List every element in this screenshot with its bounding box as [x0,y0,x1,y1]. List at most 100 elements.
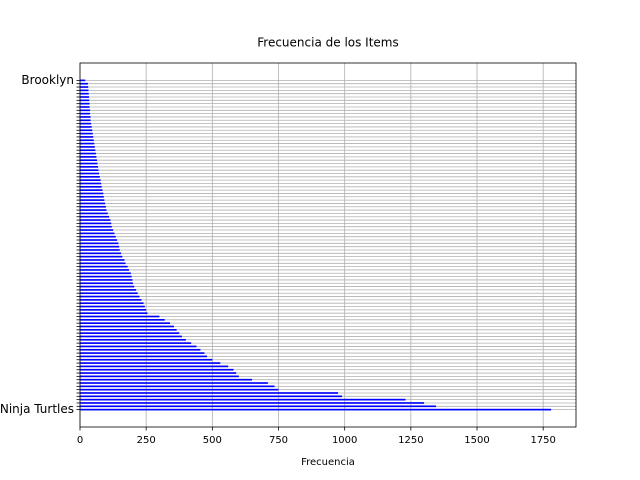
x-tick-label: 250 [137,435,156,446]
bar [80,398,406,401]
bar [80,99,90,102]
bar [80,119,91,122]
x-tick-label: 1000 [332,435,357,446]
x-tick-label: 1750 [530,435,555,446]
bar [80,392,339,394]
bar [80,342,192,344]
bar [80,275,132,278]
bar [80,295,140,298]
bar [80,149,96,152]
bar [80,156,97,158]
bar [80,269,129,271]
bar [80,382,268,384]
bar [80,375,239,378]
bar [80,242,119,245]
bar [80,225,112,228]
bar [80,312,148,315]
bar [80,92,89,95]
bar [80,122,92,125]
bar [80,215,110,218]
bar [80,368,234,371]
bar [80,259,125,261]
bar [80,82,88,85]
bar [80,365,229,368]
bar [80,109,91,112]
bar [80,96,89,98]
bar [80,262,126,265]
bar [80,159,97,162]
bar [80,229,114,231]
x-tick-label: 0 [77,435,83,446]
bar [80,272,131,275]
bar [80,79,86,82]
bar [80,199,105,201]
bar [80,106,90,108]
bar [80,402,425,404]
bar [80,388,279,391]
bar [80,86,89,88]
bar [80,335,182,338]
bar [80,255,123,258]
bar [80,142,95,145]
bar [80,315,160,318]
x-tick-label: 750 [269,435,288,446]
chart-title: Frecuencia de los Items [257,36,399,50]
bar [80,182,102,185]
bar [80,285,135,288]
bar [80,179,101,181]
bar [80,139,94,142]
bar [80,292,138,295]
bar [80,112,91,115]
bar [80,348,201,351]
bar [80,299,142,301]
bar [80,126,92,128]
bar [80,355,208,358]
bar [80,222,112,225]
bar [80,116,91,118]
bar [80,362,221,364]
bar [80,239,118,241]
bar [80,235,116,238]
bar [80,189,103,191]
bar [80,302,144,305]
bar [80,282,133,285]
bar [80,175,100,178]
x-tick-label: 1500 [464,435,489,446]
bar [80,205,106,208]
bar [80,202,106,205]
bar [80,192,104,195]
bar [80,265,128,268]
y-tick-label: Ninja Turtles [0,402,74,416]
bar [80,209,107,211]
bar [80,152,96,155]
bar [80,279,133,281]
bar [80,325,174,328]
bar [80,162,98,165]
bar [80,405,436,408]
bar [80,378,253,381]
bar [80,169,99,172]
y-tick-label: Brooklyn [21,73,74,87]
bar [80,289,137,291]
bar [80,166,98,168]
bar [80,318,165,321]
bar [80,352,205,354]
bar [80,195,104,198]
bar [80,328,177,331]
bar [80,136,94,138]
bar [80,252,122,255]
bar [80,305,145,308]
bar [80,395,343,398]
x-axis-label: Frecuencia [301,457,355,468]
bar [80,345,197,348]
bar [80,212,108,215]
bar [80,245,120,248]
bar [80,249,120,251]
x-tick-label: 500 [203,435,222,446]
bar [80,132,93,135]
bar [80,146,95,148]
bar [80,185,102,188]
bar [80,172,100,175]
bar [80,332,180,334]
bar [80,309,147,311]
